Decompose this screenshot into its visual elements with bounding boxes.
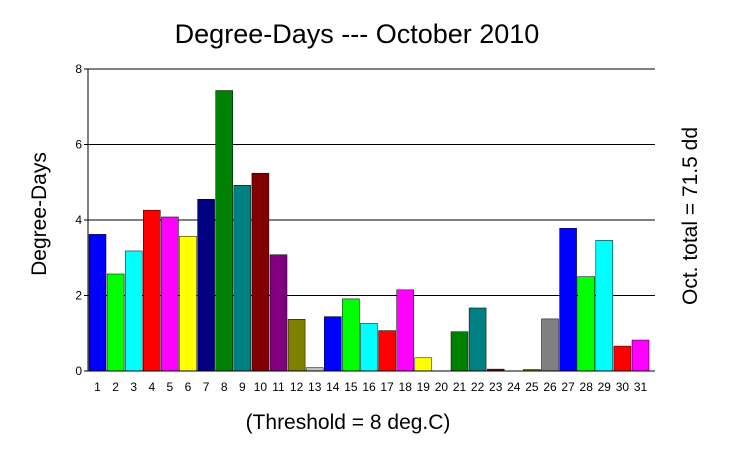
x-tick-label: 22 xyxy=(471,380,485,394)
y-tick-label: 8 xyxy=(75,62,82,76)
bar-day-16 xyxy=(360,323,378,372)
x-tick-label: 16 xyxy=(362,380,376,394)
x-tick-label: 1 xyxy=(94,380,101,394)
x-tick-label: 31 xyxy=(634,380,648,394)
bar-day-9 xyxy=(233,185,252,372)
x-tick-label: 12 xyxy=(290,380,304,394)
bar-day-19 xyxy=(414,357,433,372)
bar-day-7 xyxy=(197,198,215,372)
x-tick-label: 15 xyxy=(344,380,358,394)
x-tick-label: 19 xyxy=(417,380,431,394)
bar-day-27 xyxy=(559,228,577,372)
bars xyxy=(88,90,650,372)
x-tick-label: 11 xyxy=(272,380,285,394)
x-tick-label: 20 xyxy=(435,380,449,394)
bar-day-15 xyxy=(342,298,360,372)
bar-day-8 xyxy=(215,90,233,372)
bar-day-3 xyxy=(124,250,143,372)
x-tick-label: 7 xyxy=(203,380,210,394)
x-tick-label: 2 xyxy=(112,380,119,394)
y-axis-label: Degree-Days xyxy=(28,152,51,276)
x-axis-label: (Threshold = 8 deg.C) xyxy=(246,411,451,434)
y-tick-label: 4 xyxy=(75,213,82,227)
x-tick-label: 21 xyxy=(453,380,467,394)
x-tick-label: 13 xyxy=(308,380,322,394)
y-tick-label: 6 xyxy=(75,138,82,152)
bar-day-21 xyxy=(450,331,469,372)
bar-day-18 xyxy=(396,289,414,372)
x-tick-label: 5 xyxy=(167,380,174,394)
x-tick-label: 24 xyxy=(507,380,521,394)
bar-day-5 xyxy=(161,216,179,372)
bar-day-11 xyxy=(269,254,288,372)
x-tick-label: 18 xyxy=(399,380,413,394)
x-tick-label: 9 xyxy=(239,380,246,394)
y-tick-label: 2 xyxy=(75,289,82,303)
bar-day-6 xyxy=(179,235,197,372)
x-tick-label: 14 xyxy=(326,380,340,394)
x-tick-label: 3 xyxy=(130,380,137,394)
bar-day-14 xyxy=(324,316,342,372)
bar-day-2 xyxy=(106,273,125,372)
x-tick-label: 6 xyxy=(185,380,192,394)
x-tick-label: 28 xyxy=(580,380,594,394)
y-tick-label: 0 xyxy=(75,364,82,378)
bar-day-13 xyxy=(305,367,324,372)
bar-day-17 xyxy=(378,330,396,372)
bar-day-31 xyxy=(631,339,650,372)
x-tick-label: 17 xyxy=(380,380,394,394)
x-tick-label: 10 xyxy=(254,380,268,394)
x-tick-label: 25 xyxy=(525,380,539,394)
right-total-label: Oct. total = 71.5 dd xyxy=(679,127,702,305)
chart-title: Degree-Days --- October 2010 xyxy=(175,19,540,49)
x-tick-label: 27 xyxy=(561,380,575,394)
x-tick-label: 30 xyxy=(616,380,630,394)
bar-day-28 xyxy=(577,276,595,372)
x-tick-label: 26 xyxy=(543,380,557,394)
x-tick-label: 29 xyxy=(598,380,612,394)
bar-day-26 xyxy=(541,318,559,372)
x-tick-label: 23 xyxy=(489,380,503,394)
bar-day-10 xyxy=(251,172,270,372)
bar-day-12 xyxy=(287,319,306,372)
bar-day-22 xyxy=(468,307,487,372)
bar-day-1 xyxy=(88,234,107,372)
x-tick-label: 8 xyxy=(221,380,228,394)
bar-day-4 xyxy=(143,209,161,372)
x-tick-label: 4 xyxy=(148,380,155,394)
bar-day-29 xyxy=(595,240,614,372)
bar-day-30 xyxy=(613,345,632,372)
